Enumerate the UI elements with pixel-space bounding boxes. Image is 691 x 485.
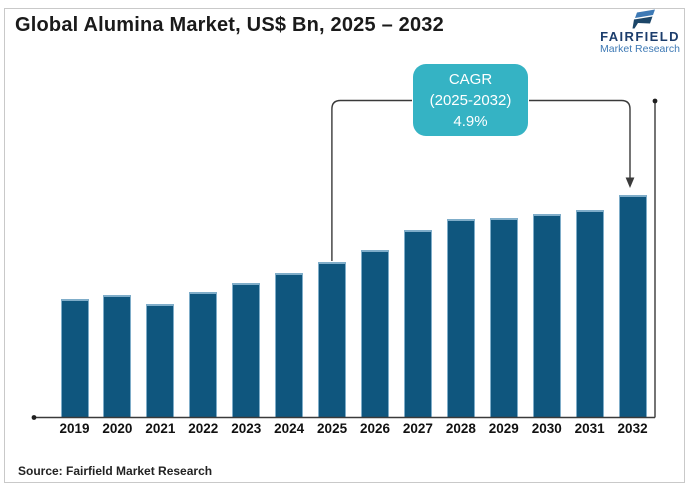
x-label-2019: 2019 (59, 421, 90, 436)
connector-from-2025 (331, 99, 412, 261)
brand-logo: FAIRFIELD Market Research (596, 9, 684, 55)
cagr-value: 4.9% (453, 112, 488, 130)
x-label-2022: 2022 (188, 421, 219, 436)
cagr-period: (2025-2032) (429, 91, 512, 109)
bar-2032 (618, 195, 647, 418)
bar-2030 (532, 213, 561, 418)
x-label-2025: 2025 (317, 421, 348, 436)
x-label-2030: 2030 (531, 421, 562, 436)
x-label-2021: 2021 (145, 421, 176, 436)
source-note: Source: Fairfield Market Research (18, 464, 213, 478)
brand-name: FAIRFIELD (600, 29, 680, 44)
x-axis-end-dot (31, 415, 37, 420)
bar-2026 (361, 249, 389, 418)
x-label-2028: 2028 (445, 421, 476, 436)
bar-2028 (446, 219, 475, 418)
bar-2021 (146, 303, 175, 418)
x-label-2024: 2024 (274, 421, 305, 436)
bar-2027 (403, 230, 432, 418)
brand-tagline: Market Research (600, 43, 680, 55)
cagr-callout: CAGR (2025-2032) 4.9% (413, 64, 528, 136)
y-axis-end-dot (652, 98, 658, 104)
fairfield-flag-icon (632, 9, 655, 29)
x-label-2020: 2020 (102, 421, 133, 436)
bar-2025 (318, 262, 347, 418)
x-label-2029: 2029 (488, 421, 519, 436)
page-title: Global Alumina Market, US$ Bn, 2025 – 20… (15, 14, 444, 36)
bar-2031 (575, 209, 604, 418)
arrow-down-icon (625, 177, 635, 188)
bar-2020 (103, 294, 132, 418)
x-label-2031: 2031 (574, 421, 605, 436)
bar-2029 (489, 217, 518, 418)
x-label-2026: 2026 (359, 421, 391, 436)
x-label-2027: 2027 (402, 421, 433, 436)
x-label-2032: 2032 (617, 421, 648, 436)
connector-to-2032 (529, 99, 631, 179)
x-label-2023: 2023 (231, 421, 262, 436)
cagr-label: CAGR (448, 70, 493, 88)
bar-2024 (275, 272, 304, 418)
bar-2019 (60, 299, 89, 418)
bar-2023 (232, 282, 261, 418)
bar-2022 (189, 291, 218, 418)
